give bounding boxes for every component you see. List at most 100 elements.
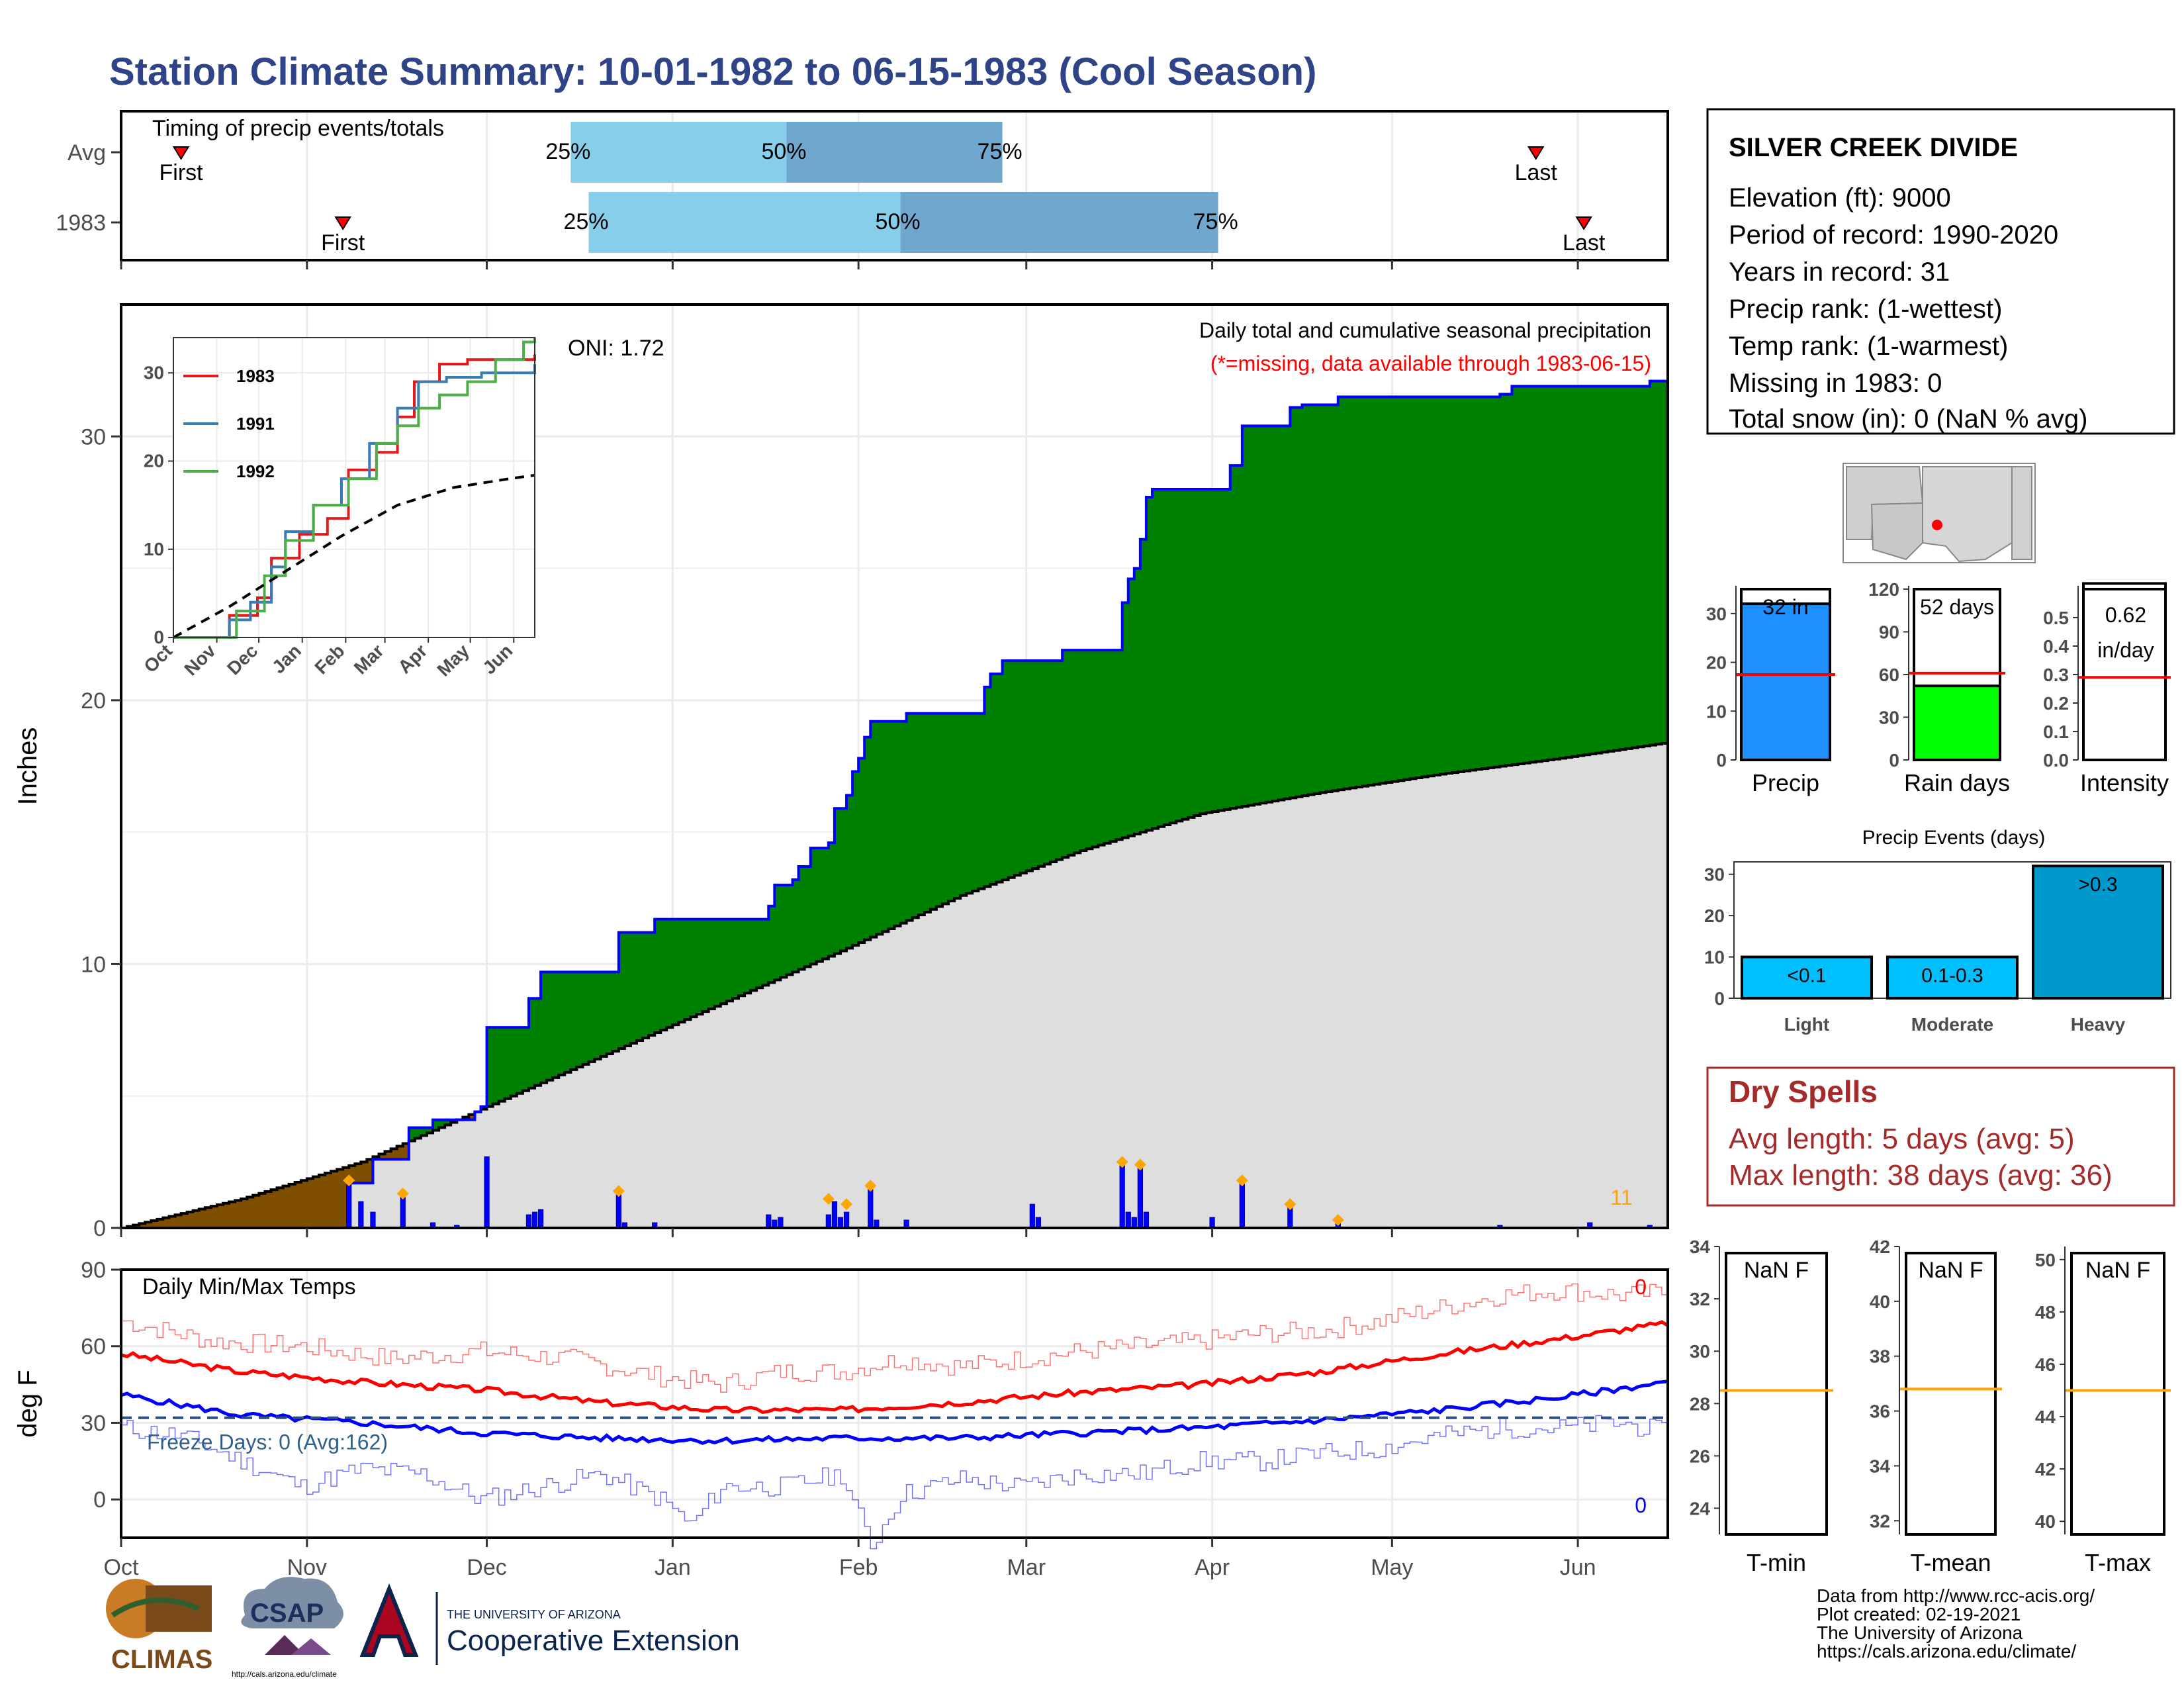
station-name: SILVER CREEK DIVIDE: [1729, 133, 2018, 162]
daily-precip-bar: [1209, 1217, 1215, 1229]
temp-ytick-label: 0: [93, 1487, 106, 1513]
above-average-band: [774, 884, 781, 980]
freeze-days-label: Freeze Days: 0 (Avg:162): [147, 1430, 388, 1454]
above-average-band: [535, 998, 541, 1086]
below-average-band: [379, 1154, 386, 1160]
timing-q50-label: 50%: [761, 139, 806, 164]
above-average-band: [637, 932, 643, 1041]
summary-ytick-label: 30: [1706, 604, 1727, 624]
inset-frame: [173, 337, 535, 638]
above-average-band: [1655, 381, 1662, 745]
below-average-band: [396, 1146, 404, 1160]
above-average-band: [1362, 397, 1369, 786]
above-average-band: [1608, 386, 1615, 751]
heavy-event-marker: [343, 1174, 355, 1187]
above-average-band: [1338, 397, 1345, 790]
above-average-band: [678, 919, 686, 1023]
above-average-band: [408, 1127, 416, 1141]
credit-line: Plot created: 02-19-2021: [1817, 1604, 2021, 1624]
below-average-band: [349, 1165, 355, 1184]
temp-summary-ytick-label: 46: [2035, 1354, 2056, 1375]
temp-summary-ytick-label: 38: [1870, 1346, 1890, 1367]
above-average-band: [1002, 661, 1009, 880]
temp-summary-ytick-label: 40: [2035, 1511, 2056, 1532]
below-average-band: [312, 1176, 320, 1228]
temp-panel: Freeze Days: 0 (Avg:162) Daily Min/Max Te…: [13, 1258, 1669, 1580]
below-average-band: [139, 1223, 146, 1228]
above-average-band: [1428, 397, 1435, 776]
above-average-band: [1332, 404, 1339, 791]
above-average-band: [1392, 397, 1398, 782]
above-average-band: [1074, 650, 1081, 853]
above-average-band: [966, 713, 973, 894]
timing-bar-q50-q75: [900, 192, 1218, 253]
above-average-band: [1625, 386, 1633, 749]
above-average-band: [1152, 489, 1159, 829]
above-average-band: [649, 932, 655, 1036]
below-average-band: [235, 1200, 242, 1228]
temp-ytick-label: 90: [81, 1258, 106, 1283]
inset-series-line: [173, 338, 536, 639]
timing-frame: [120, 110, 1669, 261]
summary-ytick-label: 10: [1706, 701, 1727, 722]
above-average-band: [504, 1027, 512, 1099]
daily-precip-bar: [1029, 1203, 1035, 1229]
temp-summary-value: NaN F: [2085, 1258, 2150, 1283]
above-average-band: [1494, 397, 1500, 767]
above-average-band: [1128, 579, 1135, 836]
intensity-unit-label: in/day: [2097, 638, 2154, 662]
credit-line: https://cals.arizona.edu/climate/: [1817, 1641, 2076, 1662]
above-average-band: [1056, 661, 1063, 860]
above-average-band: [1368, 397, 1375, 786]
daily-precip-bar: [825, 1214, 831, 1229]
above-average-band: [1506, 394, 1513, 766]
temp-summary-box: [1905, 1252, 1997, 1536]
above-average-band: [1098, 650, 1105, 845]
above-average-band: [600, 972, 608, 1056]
temp-summary-ytick-label: 42: [1870, 1237, 1890, 1257]
above-average-band: [900, 721, 907, 923]
above-average-band: [936, 713, 943, 907]
heavy-event-marker: [612, 1185, 625, 1197]
events-ytick-label: 10: [1704, 947, 1725, 968]
below-average-band: [205, 1207, 212, 1228]
above-average-band: [834, 808, 841, 954]
precip-ytick-label: 0: [93, 1216, 106, 1241]
summary-ytick-label: 0: [1889, 750, 1899, 771]
above-average-band: [1230, 465, 1237, 809]
above-average-band: [1218, 489, 1225, 811]
above-average-band: [840, 808, 847, 951]
last-event-label: Last: [1563, 230, 1606, 256]
above-average-band: [553, 972, 559, 1078]
above-average-band: [1661, 381, 1668, 743]
above-average-band: [1398, 397, 1405, 781]
info-line: Temp rank: (1-warmest): [1729, 332, 2008, 361]
below-average-band: [367, 1159, 374, 1184]
above-average-band: [1559, 386, 1567, 759]
below-average-band: [169, 1216, 176, 1228]
above-average-band: [1476, 397, 1482, 770]
above-average-band: [762, 919, 769, 986]
daily-precip-bar: [831, 1201, 838, 1229]
observed-cumulative-line: [121, 379, 1668, 1229]
above-average-band: [1349, 397, 1357, 788]
above-average-band: [1020, 661, 1027, 873]
above-average-band: [751, 919, 757, 991]
above-average-band: [1404, 397, 1411, 780]
csap-wordmark: CSAP: [250, 1599, 324, 1628]
above-average-band: [876, 721, 883, 935]
info-line: Years in record: 31: [1729, 258, 1950, 287]
daily-min-line: [121, 1415, 1668, 1550]
summary-ytick-label: 120: [1868, 579, 1899, 600]
locator-map: [1843, 463, 2036, 563]
above-average-band: [978, 713, 985, 889]
events-bar: [1886, 955, 2019, 1000]
above-average-band: [1535, 386, 1543, 762]
below-average-band: [210, 1206, 218, 1228]
summary-category-label: Rain days: [1904, 769, 2010, 796]
inset-ytick-label: 10: [144, 539, 164, 559]
below-average-band: [187, 1211, 194, 1228]
above-average-band: [822, 848, 829, 959]
above-average-band: [1590, 386, 1596, 754]
above-average-band: [1524, 386, 1531, 763]
